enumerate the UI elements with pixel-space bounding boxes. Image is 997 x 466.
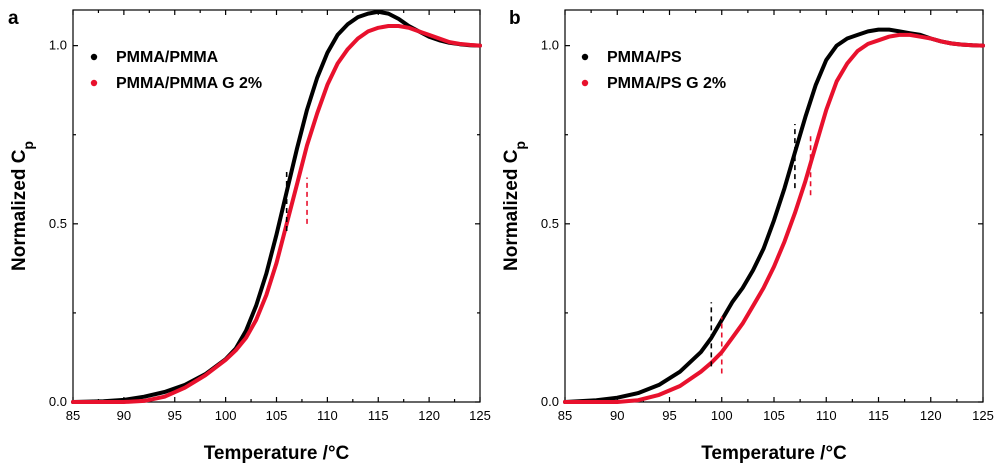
series-line-control — [71, 9, 482, 404]
x-tick-label: 95 — [168, 408, 182, 423]
legend-label: PMMA/PMMA G 2% — [116, 75, 262, 92]
x-tick-label: 125 — [469, 408, 491, 423]
x-tick-label: 105 — [266, 408, 288, 423]
legend-label: PMMA/PMMA — [116, 49, 219, 66]
legend-marker — [90, 53, 98, 61]
y-axis-title: Normalized Cp — [501, 141, 528, 271]
x-tick-label: 85 — [558, 408, 572, 423]
y-axis-title-main: Normalized C — [501, 149, 522, 271]
x-tick-label: 100 — [215, 408, 237, 423]
chart-panel-a: 85 90 95 100 105 110 115 120 125 0.0 0.5 1.0 Tempera… — [8, 8, 491, 464]
x-tick-label: 125 — [972, 408, 994, 423]
chart-panel-b: 85 90 95 100 105 110 115 120 125 0.0 0.5 1.0 Tempera… — [501, 8, 994, 464]
y-axis-title-main: Normalized C — [9, 149, 30, 271]
legend-label: PMMA/PS G 2% — [607, 75, 726, 92]
y-tick-label: 1.0 — [541, 38, 559, 53]
plot-frame — [72, 9, 481, 403]
legend-marker — [581, 79, 589, 87]
x-tick-label: 95 — [662, 408, 676, 423]
x-axis-title: Temperature /°C — [701, 443, 847, 464]
x-tick-label: 115 — [368, 408, 389, 423]
x-tick-label: 105 — [763, 408, 785, 423]
x-tick-label: 115 — [868, 408, 889, 423]
y-tick-label: 1.0 — [49, 38, 67, 53]
y-tick-label: 0.5 — [541, 216, 559, 231]
x-tick-label: 100 — [711, 408, 733, 423]
panel-label: b — [509, 8, 521, 29]
x-tick-label: 120 — [920, 408, 942, 423]
panel-label: a — [8, 8, 19, 29]
plot-frame — [564, 9, 984, 403]
x-tick-label: 90 — [610, 408, 624, 423]
series-line-g2 — [71, 24, 482, 404]
series-line-g2 — [563, 32, 985, 404]
x-tick-label: 90 — [117, 408, 131, 423]
legend-label: PMMA/PS — [607, 49, 682, 66]
legend-marker — [90, 79, 98, 87]
x-tick-label: 120 — [418, 408, 440, 423]
y-tick-label: 0.5 — [49, 216, 67, 231]
x-tick-label: 110 — [816, 408, 837, 423]
y-tick-label: 0.0 — [541, 394, 559, 409]
x-tick-label: 85 — [66, 408, 80, 423]
x-axis-title: Temperature /°C — [204, 443, 350, 464]
y-axis-title-subscript: p — [512, 141, 528, 150]
y-axis-title-subscript: p — [20, 141, 36, 150]
legend-marker — [581, 53, 589, 61]
y-tick-label: 0.0 — [49, 394, 67, 409]
x-tick-label: 110 — [317, 408, 338, 423]
y-axis-title: Normalized Cp — [9, 141, 36, 271]
